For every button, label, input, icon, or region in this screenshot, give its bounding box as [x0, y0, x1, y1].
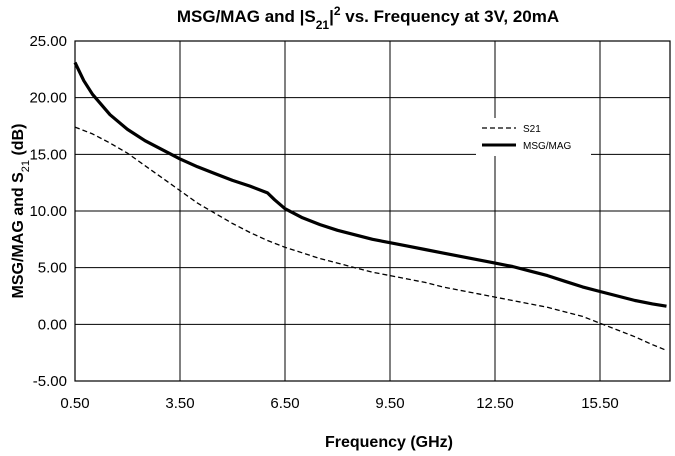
- y-tick-label: -5.00: [33, 373, 67, 390]
- y-axis-title-lead: MSG/MAG and S: [10, 172, 27, 299]
- y-axis-title-tail: (dB): [10, 124, 27, 160]
- chart-title: MSG/MAG and |S21|2 vs. Frequency at 3V, …: [177, 4, 559, 32]
- series-line-s21: [74, 126, 667, 352]
- x-tick-label: 15.50: [581, 395, 619, 412]
- x-tick-label: 3.50: [165, 395, 194, 412]
- chart-title-tail: vs. Frequency at 3V, 20mA: [341, 7, 560, 26]
- y-axis-title-subscript: 21: [20, 160, 32, 172]
- x-tick-label: 9.50: [375, 395, 404, 412]
- x-tick-labels: 0.50 3.50 6.50 9.50 12.50 15.50: [60, 395, 618, 412]
- y-tick-label: 0.00: [38, 316, 67, 333]
- x-axis-title: Frequency (GHz): [325, 434, 453, 451]
- chart-title-lead: MSG/MAG and |S: [177, 7, 316, 26]
- legend-label-msg-mag: MSG/MAG: [523, 141, 572, 152]
- plot-border: [74, 40, 671, 382]
- y-tick-label: 15.00: [29, 146, 67, 163]
- y-tick-label: 5.00: [38, 260, 67, 277]
- series-layer: [73, 61, 667, 352]
- x-tick-label: 0.50: [60, 395, 89, 412]
- x-tick-label: 12.50: [476, 395, 514, 412]
- series-line-msg-mag: [73, 61, 667, 308]
- legend: S21 MSG/MAG: [476, 118, 591, 156]
- y-tick-labels: 25.00 20.00 15.00 10.00 5.00 0.00 -5.00: [29, 33, 67, 390]
- chart-title-end-bar: |: [329, 7, 334, 26]
- legend-box: [476, 118, 591, 156]
- chart-title-subscript: 21: [316, 18, 330, 32]
- legend-label-s21: S21: [523, 124, 541, 135]
- chart-title-superscript: 2: [334, 4, 341, 18]
- y-tick-label: 25.00: [29, 33, 67, 50]
- x-tick-label: 6.50: [270, 395, 299, 412]
- y-tick-label: 10.00: [29, 203, 67, 220]
- y-tick-label: 20.00: [29, 90, 67, 107]
- y-axis-title: MSG/MAG and S21 (dB): [10, 124, 32, 299]
